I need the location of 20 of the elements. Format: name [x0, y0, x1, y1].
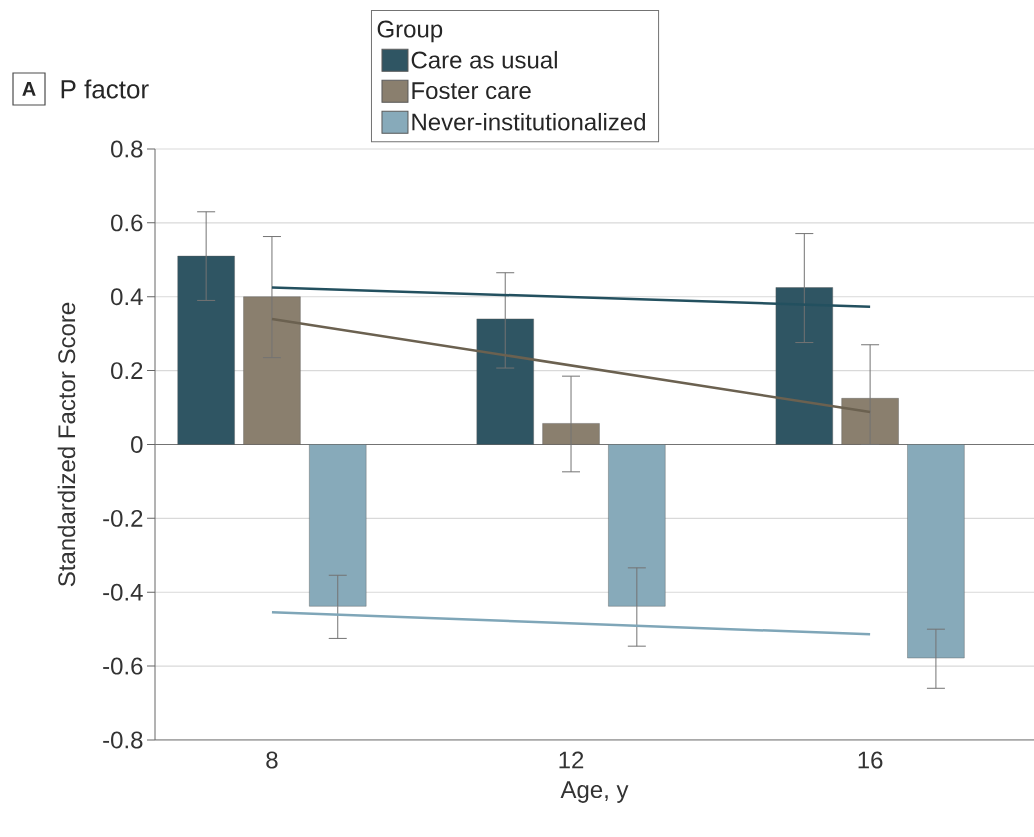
- y-tick-label: -0.2: [103, 509, 143, 527]
- x-tick-label: 12: [559, 751, 584, 769]
- text: A: [22, 82, 36, 96]
- y-tick-label: 0.2: [111, 362, 143, 380]
- legend-label: Care as usual: [411, 50, 557, 69]
- y-tick-label: -0.4: [103, 583, 143, 601]
- legend-label: Foster care: [412, 82, 531, 100]
- legend-label: Never-institutionalized: [412, 112, 645, 131]
- y-tick-label: -0.6: [103, 657, 143, 675]
- y-axis-title: Standardized Factor Score: [57, 302, 76, 587]
- y-tick-label: 0.6: [111, 214, 143, 232]
- y-tick-label: -0.8: [103, 731, 143, 749]
- chart-title: P factor: [61, 79, 149, 99]
- x-tick-label: 16: [858, 751, 883, 769]
- legend-title: Group: [377, 20, 443, 43]
- y-tick-label: 0.4: [111, 288, 143, 306]
- y-tick-label: 0.8: [111, 140, 143, 158]
- y-tick-label: 0: [131, 436, 143, 453]
- x-tick-label: 8: [266, 751, 278, 769]
- x-axis-title: Age, y: [560, 781, 629, 803]
